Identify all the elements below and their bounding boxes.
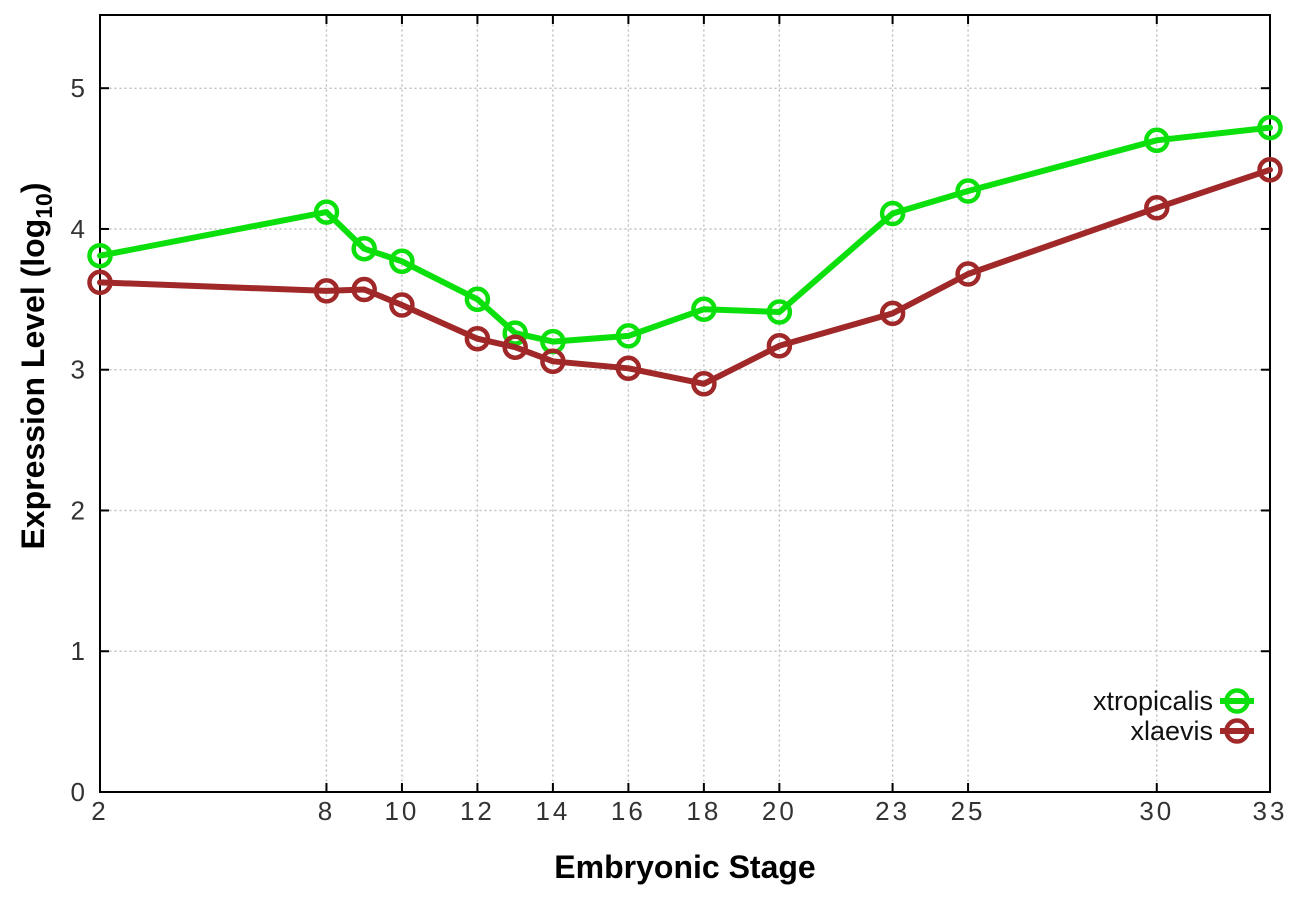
legend-label-xlaevis: xlaevis: [1130, 716, 1213, 746]
data-point-marker: [615, 323, 642, 349]
series-line-xtropicalis: [97, 124, 1273, 345]
data-point-marker: [955, 178, 981, 204]
legend-marker-xlaevis: [1224, 718, 1250, 744]
x-tick-label: 33: [1253, 796, 1288, 826]
x-tick-label: 14: [535, 796, 570, 826]
data-point-marker: [502, 320, 528, 346]
data-series: [87, 114, 1283, 397]
x-tick-label: 16: [611, 796, 646, 826]
x-tick-label: 18: [686, 796, 721, 826]
x-tick-label: 12: [460, 796, 495, 826]
series-xlaevis: [87, 157, 1283, 397]
y-axis-title: Expression Level (log10): [15, 182, 57, 549]
series-line-xlaevis: [97, 166, 1273, 387]
data-point-marker: [879, 200, 906, 227]
y-tick-label: 5: [71, 73, 88, 103]
data-point-marker: [464, 286, 491, 313]
data-point-marker: [464, 325, 491, 352]
series-xtropicalis: [87, 114, 1283, 355]
legend-marker-xtropicalis: [1224, 688, 1250, 714]
data-point-marker: [313, 199, 340, 225]
data-point-marker: [87, 269, 113, 296]
data-point-marker: [691, 371, 717, 397]
plot-border: [99, 14, 1271, 793]
gridlines: [99, 14, 1271, 793]
y-tick-label: 1: [71, 636, 88, 666]
data-point-marker: [389, 248, 415, 275]
data-point-marker: [955, 261, 981, 287]
y-tick-label: 4: [71, 214, 88, 244]
data-point-marker: [1257, 157, 1283, 183]
data-point-marker: [351, 235, 377, 262]
data-point-marker: [766, 299, 793, 325]
y-tick-label: 2: [71, 495, 88, 525]
data-point-marker: [502, 334, 528, 360]
data-point-marker: [351, 276, 377, 303]
data-point-marker: [540, 348, 566, 375]
data-point-marker: [389, 292, 415, 318]
data-point-marker: [1144, 195, 1170, 221]
legend: xtropicalis xlaevis: [1093, 686, 1254, 746]
y-tick-label: 0: [71, 777, 88, 807]
x-tick-label: 2: [91, 796, 108, 826]
y-axis-title-suffix: ): [15, 182, 51, 193]
x-tick-label: 30: [1139, 796, 1174, 826]
data-point-marker: [1257, 114, 1283, 141]
x-tick-label: 23: [875, 796, 910, 826]
x-tick-label: 20: [762, 796, 797, 826]
y-tick-label: 3: [71, 355, 88, 385]
data-point-marker: [766, 333, 793, 359]
y-axis-title-prefix: Expression Level (log: [15, 219, 51, 550]
data-point-marker: [879, 300, 906, 327]
data-point-marker: [1144, 127, 1170, 154]
data-point-marker: [615, 355, 642, 382]
data-point-marker: [691, 296, 717, 322]
x-tick-label: 10: [384, 796, 419, 826]
axis-ticks: [99, 15, 1271, 793]
x-tick-label: 8: [318, 796, 335, 826]
data-point-marker: [313, 278, 340, 304]
data-point-marker: [87, 242, 113, 269]
y-axis-title-subscript: 10: [31, 193, 57, 219]
legend-label-xtropicalis: xtropicalis: [1093, 686, 1213, 716]
x-axis-title: Embryonic Stage: [554, 849, 815, 885]
x-tick-label: 25: [951, 796, 986, 826]
